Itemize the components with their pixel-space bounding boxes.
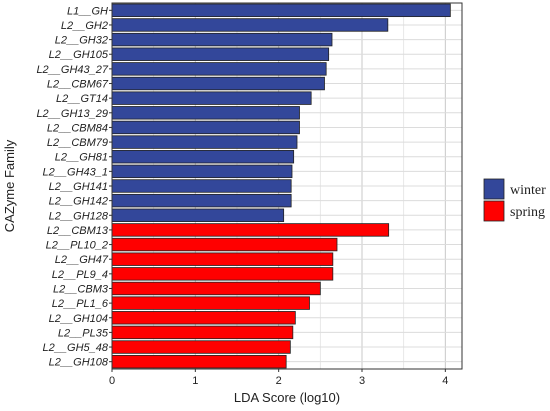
bar-spring <box>111 237 338 252</box>
bar-winter <box>111 120 300 135</box>
category-label: L2__GH5_48 <box>43 342 109 354</box>
category-label: L2__PL35 <box>58 327 109 339</box>
legend-swatch-spring <box>483 200 505 222</box>
category-label: L2__GH104 <box>49 313 108 325</box>
category-label: L2__GH142 <box>49 196 108 208</box>
category-label: L2__GH47 <box>55 254 109 266</box>
category-label: L2__GH43_1 <box>43 166 108 178</box>
bar-spring <box>111 267 334 281</box>
category-label: L2__GH108 <box>49 357 109 369</box>
category-label: L2__GH81 <box>55 152 108 164</box>
bar-winter <box>111 3 451 18</box>
category-label: L2__GH43_27 <box>36 64 108 76</box>
bar-winter <box>111 193 292 208</box>
category-label: L2__PL10_2 <box>46 240 108 252</box>
bar-spring <box>111 281 321 296</box>
bar-winter <box>111 18 389 32</box>
x-tick-label: 1 <box>192 375 198 387</box>
bar-spring <box>111 340 291 354</box>
bar-layer <box>111 3 451 369</box>
category-label: L2__GH128 <box>49 210 109 222</box>
category-label: L2__CBM3 <box>53 283 109 295</box>
category-label-layer: L1__GH L2__GH2 L2__GH32 L2__GH105 L2__GH43_2… <box>36 5 112 369</box>
category-label: L2__CBM67 <box>47 79 109 91</box>
bar-winter <box>111 150 295 164</box>
category-label: L2__PL1_6 <box>52 298 109 310</box>
category-label: L2__CBM13 <box>47 225 109 237</box>
legend-swatch-winter <box>483 178 505 200</box>
x-tick-layer: 0 1 2 3 4 <box>109 369 448 387</box>
category-label: L2__GH32 <box>55 35 108 47</box>
bar-winter <box>111 91 312 105</box>
category-label: L2__CBM84 <box>47 122 108 134</box>
bar-spring <box>111 354 287 369</box>
bar-spring <box>111 252 334 266</box>
bar-spring <box>111 223 390 237</box>
legend: winter spring <box>483 178 546 222</box>
bar-winter <box>111 208 285 222</box>
category-label: L1__GH <box>67 5 108 17</box>
bar-spring <box>111 311 296 325</box>
x-tick-label: 4 <box>442 375 448 387</box>
x-tick-label: 3 <box>359 375 365 387</box>
bar-winter <box>111 164 293 179</box>
plot-frame <box>111 2 463 370</box>
category-label: L2__CBM79 <box>47 137 108 149</box>
x-tick-label: 2 <box>276 375 282 387</box>
bar-spring <box>111 325 294 340</box>
bar-winter <box>111 47 330 61</box>
x-tick-label: 0 <box>109 375 115 387</box>
bar-winter <box>111 106 300 120</box>
bar-winter <box>111 32 333 47</box>
bar-spring <box>111 296 310 310</box>
legend-label-winter: winter <box>510 183 546 198</box>
y-axis-title: CAZyme Family <box>2 139 17 232</box>
bar-winter <box>111 76 325 91</box>
category-label: L2__PL9_4 <box>52 269 108 281</box>
category-label: L2__GT14 <box>56 93 108 105</box>
x-axis-title: LDA Score (log10) <box>234 390 340 405</box>
bar-winter <box>111 135 298 149</box>
bar-winter <box>111 179 292 193</box>
category-label: L2__GH141 <box>49 181 108 193</box>
legend-label-spring: spring <box>510 205 545 220</box>
category-label: L2__GH2 <box>61 20 108 32</box>
category-label: L2__GH105 <box>49 49 109 61</box>
bar-winter <box>111 62 327 76</box>
category-label: L2__GH13_29 <box>36 108 108 120</box>
